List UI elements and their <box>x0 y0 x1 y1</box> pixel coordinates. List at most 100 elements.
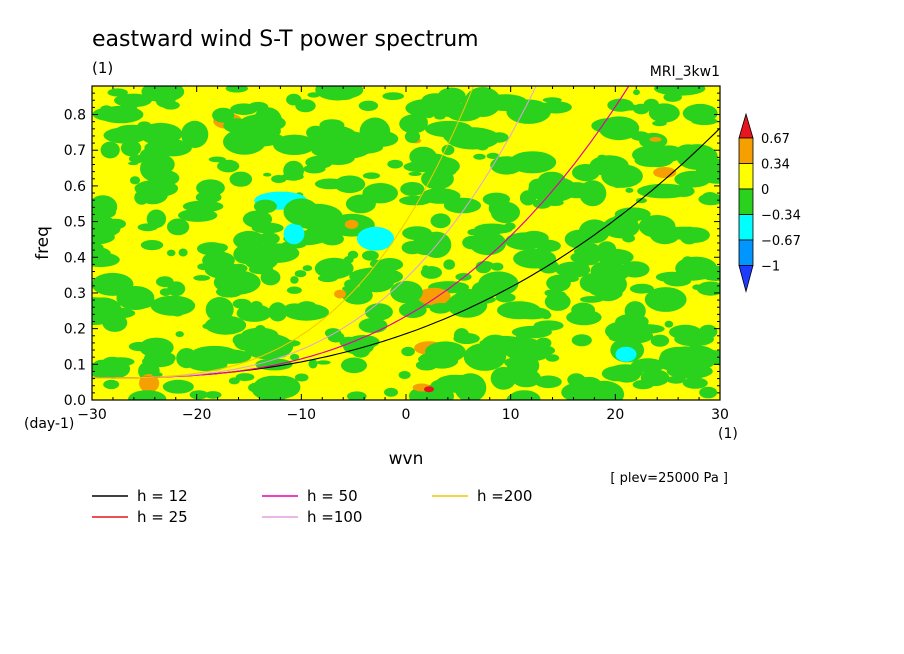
spectrum-cell <box>308 359 318 369</box>
spectrum-cell <box>533 320 564 331</box>
spectrum-cell <box>116 286 155 310</box>
spectrum-cell <box>230 103 258 115</box>
spectrum-cell <box>576 242 603 266</box>
spectrum-cell <box>614 389 624 398</box>
spectrum-cell <box>408 171 422 176</box>
axis-ticks: −30 −20 −10 0 10 20 30 0.0 0.1 0.2 0.3 0.4 0.5 0.6 0.7… <box>64 86 729 423</box>
spectrum-cell <box>167 281 186 297</box>
spectrum-cell <box>306 125 326 140</box>
spectrum-cell <box>632 379 654 390</box>
spectrum-cell <box>344 279 359 290</box>
y-tick-label: 0.4 <box>64 250 86 266</box>
spectrum-cell <box>495 292 516 303</box>
spectrum-cell <box>364 303 393 321</box>
y-tick-label: 0.0 <box>64 393 86 409</box>
spectrum-cell <box>698 193 720 206</box>
spectrum-cell <box>535 375 562 389</box>
spectrum-cell <box>92 359 112 376</box>
spectrum-cell <box>217 159 240 173</box>
spectrum-cell <box>429 303 452 314</box>
spectrum-cell <box>228 377 240 385</box>
x-tick-label: 0 <box>402 407 411 423</box>
spectrum-cell <box>512 394 526 400</box>
dispersion-curves <box>92 86 720 379</box>
spectrum-cell <box>362 172 381 179</box>
colorbar-swatch <box>738 188 754 215</box>
spectrum-cell <box>571 302 595 318</box>
spectrum-cell <box>236 304 272 322</box>
spectrum-cell <box>384 387 398 397</box>
spectrum-cell <box>290 276 299 284</box>
spectrum-cell <box>441 347 461 357</box>
spectrum-cell <box>195 191 222 204</box>
spectrum-cell <box>129 176 141 185</box>
spectrum-cell <box>233 230 265 250</box>
spectrum-cell <box>673 185 695 197</box>
spectrum-cell <box>347 250 359 259</box>
y-tick-label: 0.6 <box>64 179 86 195</box>
x-tick-label: −30 <box>77 407 107 423</box>
spectrum-cell <box>589 155 629 177</box>
spectrum-cell <box>189 390 208 400</box>
spectrum-cell <box>151 347 164 352</box>
spectrum-cell <box>128 95 143 106</box>
spectrum-cell <box>682 258 696 271</box>
plot-area: −30 −20 −10 0 10 20 30 0.0 0.1 0.2 0.3 0.4 0.5 0.6 0.7… <box>64 85 729 423</box>
spectrum-cell <box>356 226 395 251</box>
spectrum-cell <box>248 265 274 275</box>
spectrum-cell <box>490 156 523 175</box>
spectrum-cell <box>399 114 428 134</box>
spectrum-cell <box>387 159 404 169</box>
spectrum-cell <box>696 281 720 296</box>
legend-label: h = 12 <box>137 487 188 505</box>
spectrum-cell <box>422 106 436 119</box>
spectrum-cell <box>490 262 504 271</box>
spectrum-cell <box>476 142 489 151</box>
spectrum-cell <box>376 258 404 271</box>
spectrum-cell <box>290 353 300 361</box>
chart-subtitle-left: (1) <box>92 59 113 77</box>
spectrum-cell <box>242 210 273 228</box>
colorbar-bottom-arrow <box>738 265 754 294</box>
chart-title: eastward wind S-T power spectrum <box>92 27 479 52</box>
spectrum-cell <box>107 88 128 97</box>
spectrum-cell <box>401 241 424 255</box>
colorbar-swatch <box>738 137 754 164</box>
spectrum-cell <box>471 280 502 298</box>
spectrum-cell <box>409 146 437 167</box>
spectrum-cell <box>629 283 654 294</box>
spectrum-cell <box>120 140 142 157</box>
y-tick-label: 0.5 <box>64 215 86 231</box>
spectrum-cell <box>475 261 492 274</box>
spectrum-cell <box>614 207 651 222</box>
series-line-h-100 <box>92 86 537 379</box>
spectrum-cell <box>307 92 321 98</box>
y-tick-label: 0.2 <box>64 322 86 338</box>
spectrum-cell <box>99 206 117 218</box>
spectrum-cell <box>128 390 167 400</box>
spectrum-cell <box>572 164 600 182</box>
x-tick-label: −10 <box>287 407 317 423</box>
spectrum-cell <box>622 234 635 243</box>
spectrum-cell <box>283 382 298 391</box>
spectrum-cell <box>540 311 552 320</box>
spectrum-cell <box>561 381 605 400</box>
spectrum-cell <box>243 333 294 360</box>
spectrum-cell <box>239 114 286 133</box>
colorbar: 0.67 0.34 0 −0.34 −0.67 −1 <box>738 112 801 294</box>
spectrum-cell <box>691 117 718 125</box>
spectrum-cell <box>653 167 677 178</box>
spectrum-cell <box>128 154 146 164</box>
spectrum-cell <box>649 137 662 142</box>
spectrum-cell <box>644 287 687 312</box>
colorbar-label: −0.67 <box>761 234 801 249</box>
spectrum-cell <box>225 86 248 93</box>
spectrum-cell <box>281 172 304 181</box>
spectrum-cell <box>420 353 445 361</box>
spectrum-cell <box>513 248 557 269</box>
spectrum-cell <box>273 134 316 155</box>
spectrum-cell <box>187 358 228 372</box>
spectrum-cell <box>528 176 578 203</box>
spectrum-cell <box>166 249 176 257</box>
spectrum-cell <box>184 210 205 220</box>
